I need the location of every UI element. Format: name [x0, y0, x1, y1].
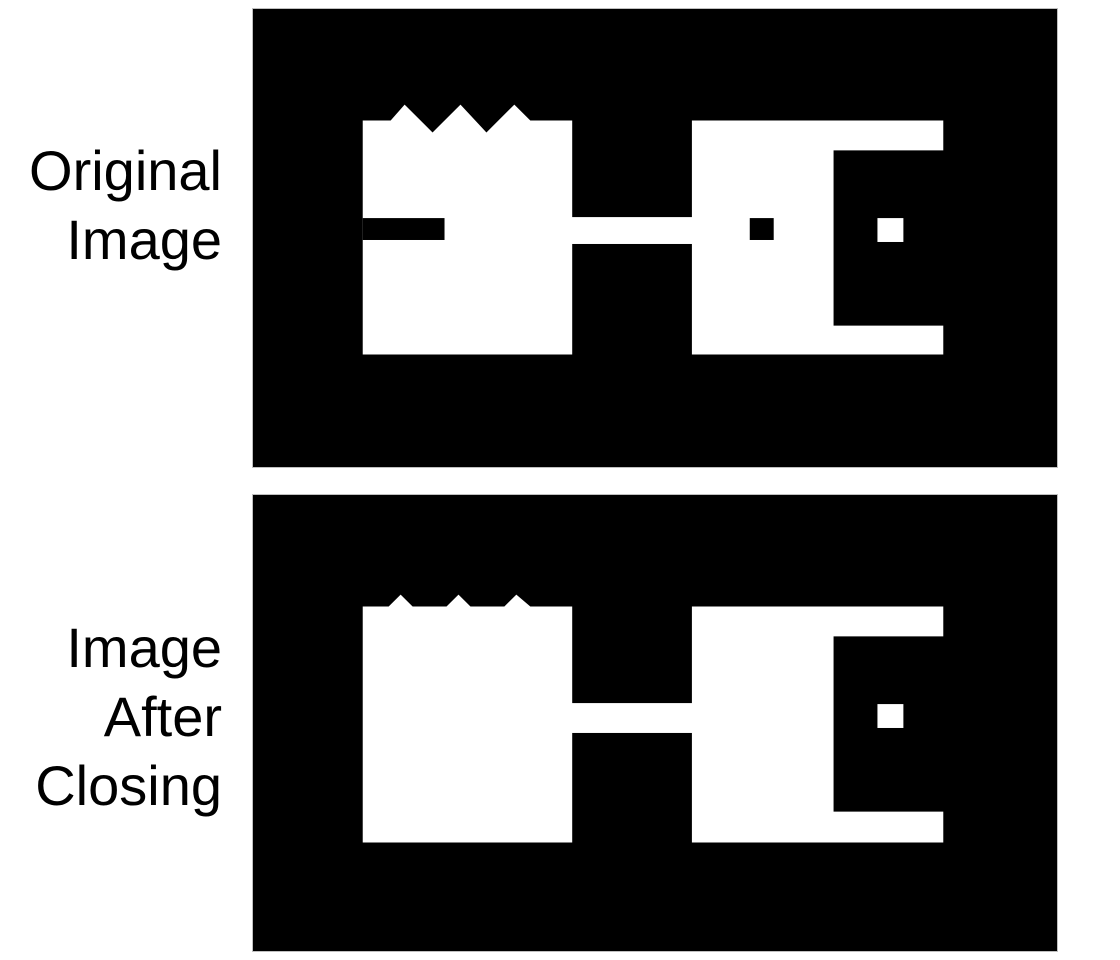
label-image-after-closing: Image After Closing [0, 613, 222, 820]
label-line: Original [29, 139, 222, 202]
label-original-image: Original Image [0, 136, 222, 274]
hole [749, 218, 774, 240]
left-slot [362, 218, 445, 240]
small-square [877, 218, 904, 242]
label-line: Image [66, 616, 222, 679]
bridge [570, 703, 694, 733]
original-image-figure [362, 104, 944, 355]
bridge [570, 217, 694, 244]
right-block [691, 120, 944, 355]
label-line: Image [66, 208, 222, 271]
right-block [691, 606, 944, 843]
small-square [877, 704, 904, 728]
closed-image-figure [362, 594, 944, 843]
left-block [362, 594, 573, 843]
closed-image-panel [252, 494, 1058, 952]
original-image-panel [252, 8, 1058, 468]
label-line: Closing [35, 754, 222, 817]
left-block [362, 104, 573, 355]
label-line: After [103, 685, 222, 748]
